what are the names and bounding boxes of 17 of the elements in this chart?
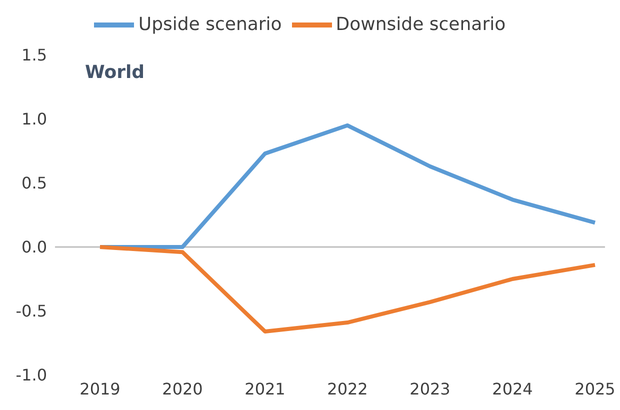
y-tick-label: -1.0 [16,366,47,385]
annotation: World [85,62,145,83]
y-tick-label: 0.0 [22,238,47,257]
x-tick-label: 2023 [410,379,450,398]
y-tick-label: 0.5 [22,174,47,193]
legend-label: Upside scenario [138,14,282,35]
x-tick-label: 2022 [327,379,368,398]
x-tick-label: 2021 [244,379,286,398]
y-tick-label: 1.0 [22,110,47,129]
x-tick-label: 2025 [574,379,616,398]
x-tick-label: 2024 [492,379,533,398]
y-tick-label: 1.5 [22,46,47,65]
x-tick-label: 2019 [80,379,120,398]
legend-label: Downside scenario [336,14,506,35]
line-series [98,245,597,334]
x-tick-label: 2020 [162,379,203,398]
y-tick-label: -0.5 [16,302,47,321]
